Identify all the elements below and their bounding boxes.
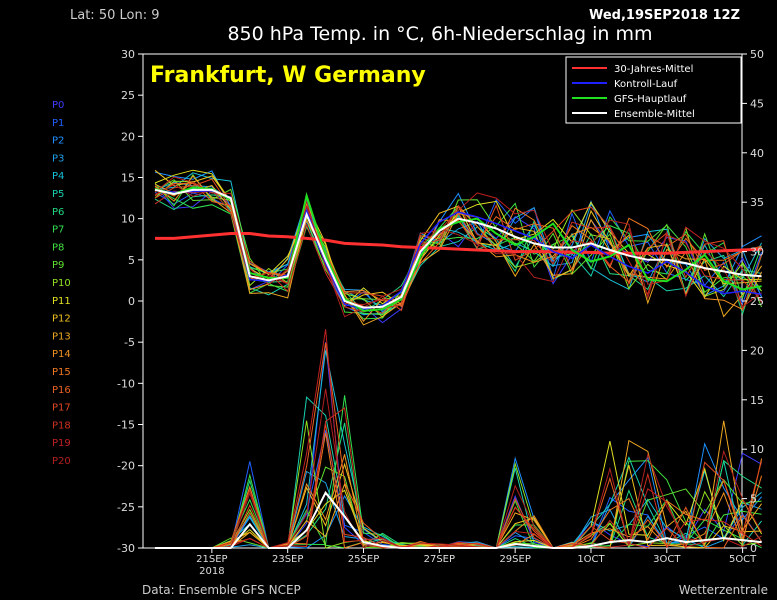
member-label: P13: [52, 331, 71, 342]
y-right-tick-label: 15: [750, 394, 764, 407]
climate-mean-line: [155, 232, 762, 255]
member-label: P7: [52, 225, 64, 236]
member-label: P15: [52, 367, 71, 378]
legend-label: Ensemble-Mittel: [614, 109, 695, 120]
member-temp-line: [154, 178, 763, 312]
member-precip-line: [155, 432, 763, 549]
latlon-label: Lat: 50 Lon: 9: [70, 8, 159, 23]
member-label: P9: [52, 260, 64, 271]
member-precip-line: [155, 329, 762, 549]
member-label: P4: [52, 171, 64, 182]
member-temp-line: [154, 173, 762, 316]
chart-title: 850 hPa Temp. in °C, 6h-Niederschlag in …: [227, 23, 652, 45]
y-right-tick-label: 5: [750, 493, 757, 506]
member-label: P3: [52, 153, 64, 164]
x-tick-label: 23SEP: [272, 554, 303, 565]
member-label: P20: [52, 456, 71, 467]
y-left-tick-label: -5: [124, 336, 135, 349]
control-run-line: [154, 189, 762, 310]
y-left-tick-label: 15: [121, 172, 135, 185]
y-right-tick-label: 30: [750, 246, 764, 259]
x-tick-label: 5OCT: [729, 554, 757, 565]
x-tick-label: 3OCT: [653, 554, 681, 565]
y-right-tick-label: 50: [750, 48, 764, 61]
member-label: P11: [52, 296, 71, 307]
data-source: Data: Ensemble GFS NCEP: [142, 583, 301, 597]
x-tick-label: 21SEP: [196, 554, 227, 565]
precip-mean-line: [155, 490, 762, 549]
member-precip-line: [155, 407, 762, 549]
member-label: P19: [52, 438, 71, 449]
member-label: P12: [52, 314, 71, 325]
y-right-tick-label: 10: [750, 443, 764, 456]
y-right-tick-label: 40: [750, 147, 764, 160]
main-series: [154, 186, 762, 549]
member-precip-line: [155, 420, 762, 549]
y-left-tick-label: -25: [117, 501, 135, 514]
legend-label: 30-Jahres-Mittel: [614, 64, 693, 75]
member-label: P8: [52, 242, 64, 253]
y-right-tick-label: 35: [750, 196, 764, 209]
y-left-tick-label: 10: [121, 213, 135, 226]
legend-label: GFS-Hauptlauf: [614, 94, 687, 105]
y-left-tick-label: -15: [117, 419, 135, 432]
member-label-column: P0 P1 P2 P3 P4 P5 P6 P7 P8 P9 P10 P11 P12 P13 P14 P15 P1…: [52, 100, 71, 467]
y-left-tick-label: -20: [117, 460, 135, 473]
member-label: P6: [52, 207, 64, 218]
y-right-tick-label: 20: [750, 344, 764, 357]
y-left-tick-label: 20: [121, 130, 135, 143]
member-label: P2: [52, 136, 64, 147]
legend: 30-Jahres-Mittel Kontroll-Lauf GFS-Hauptla…: [565, 56, 742, 124]
member-precip-line: [155, 388, 763, 549]
y-left-tick-label: 0: [128, 295, 135, 308]
axes: 302520151050-5-10-15-20-25-3050454035302…: [117, 48, 764, 577]
x-tick-year-label: 2018: [199, 566, 224, 577]
y-left-tick-label: 5: [128, 254, 135, 267]
y-left-tick-label: -10: [117, 377, 135, 390]
y-right-tick-label: 45: [750, 97, 764, 110]
y-left-tick-label: -30: [117, 542, 135, 555]
member-label: P0: [52, 100, 64, 111]
member-label: P5: [52, 189, 64, 200]
y-left-tick-label: 25: [121, 89, 135, 102]
gfs-main-run-line: [154, 186, 762, 312]
legend-label: Kontroll-Lauf: [614, 79, 678, 90]
y-right-tick-label: 25: [750, 295, 764, 308]
ensemble-mean-line: [154, 188, 762, 309]
plot-area: [142, 53, 743, 549]
x-tick-label: 27SEP: [424, 554, 455, 565]
member-label: P16: [52, 385, 71, 396]
member-label: P17: [52, 403, 71, 414]
x-tick-label: 1OCT: [577, 554, 605, 565]
y-left-tick-label: 30: [121, 48, 135, 61]
member-label: P18: [52, 420, 71, 431]
member-label: P10: [52, 278, 71, 289]
x-tick-label: 29SEP: [499, 554, 530, 565]
x-tick-label: 25SEP: [348, 554, 379, 565]
location-title: Frankfurt, W Germany: [150, 63, 426, 88]
member-label: P1: [52, 118, 64, 129]
run-date: Wed,19SEP2018 12Z: [589, 8, 740, 23]
member-label: P14: [52, 349, 71, 360]
brand-label: Wetterzentrale: [679, 583, 768, 597]
y-right-tick-label: 0: [750, 542, 757, 555]
